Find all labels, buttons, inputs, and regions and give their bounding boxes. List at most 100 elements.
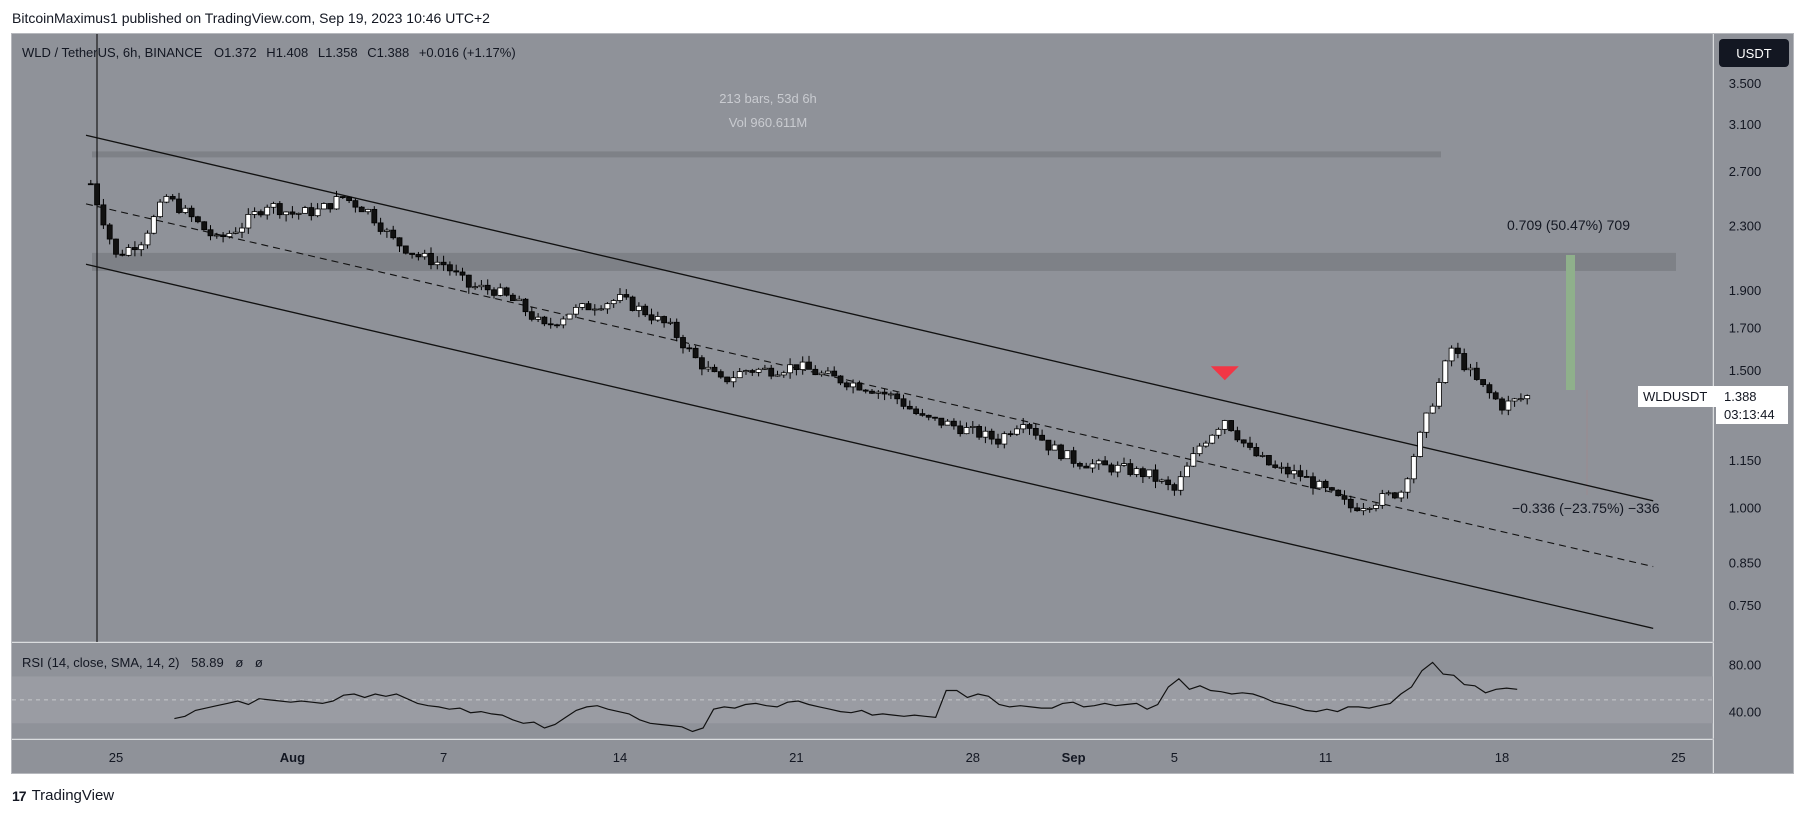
footer-brand: 17 TradingView bbox=[12, 787, 114, 804]
candle-down bbox=[1322, 480, 1329, 489]
candle-up bbox=[1524, 395, 1531, 400]
candle-down bbox=[528, 311, 535, 320]
candle-up bbox=[566, 313, 573, 320]
candle-up bbox=[667, 321, 674, 324]
candle-up bbox=[1511, 398, 1518, 402]
candle-up bbox=[497, 287, 504, 296]
candle-down bbox=[686, 347, 693, 350]
candle-up bbox=[239, 227, 245, 233]
candle-up bbox=[1114, 464, 1121, 473]
candle-down bbox=[995, 438, 1001, 445]
candle-down bbox=[661, 316, 667, 324]
candle-down bbox=[699, 357, 705, 370]
candle-down bbox=[1347, 498, 1354, 509]
candle-up bbox=[705, 366, 712, 370]
candle-down bbox=[1303, 476, 1310, 478]
price-tick-label: 3.500 bbox=[1729, 76, 1762, 91]
candle-down bbox=[358, 206, 365, 213]
close-label: C bbox=[367, 45, 376, 60]
candle-down bbox=[339, 196, 346, 198]
candle-down bbox=[837, 375, 844, 384]
rsi-tick-label: 40.00 bbox=[1729, 705, 1762, 720]
candle-down bbox=[1247, 442, 1253, 448]
candle-up bbox=[1177, 476, 1184, 491]
candle-down bbox=[1499, 398, 1505, 411]
candle-down bbox=[1341, 495, 1348, 500]
candle-down bbox=[346, 196, 353, 202]
candle-down bbox=[169, 196, 176, 200]
resistance-zone-lower bbox=[92, 252, 1676, 271]
candle-down bbox=[673, 321, 680, 338]
candle-down bbox=[276, 203, 283, 216]
candle-up bbox=[295, 212, 302, 215]
candle-up bbox=[1505, 400, 1512, 411]
candle-up bbox=[730, 377, 737, 383]
candle-down bbox=[957, 425, 964, 435]
candle-down bbox=[1473, 367, 1480, 380]
candle-down bbox=[459, 271, 466, 276]
candle-down bbox=[131, 247, 138, 251]
candle-up bbox=[1051, 444, 1058, 451]
candle-up bbox=[1518, 398, 1524, 401]
candle-up bbox=[1417, 431, 1423, 457]
low-value: 1.358 bbox=[325, 45, 358, 60]
candle-up bbox=[1448, 347, 1455, 362]
candle-up bbox=[1404, 478, 1411, 493]
candle-down bbox=[856, 382, 863, 391]
candle-down bbox=[925, 414, 932, 418]
candle-down bbox=[749, 370, 756, 373]
time-tick-label: 21 bbox=[789, 750, 803, 765]
channel-middle-line[interactable] bbox=[85, 203, 1654, 568]
candle-down bbox=[113, 238, 119, 255]
candle-down bbox=[648, 314, 655, 321]
currency-button[interactable] bbox=[1719, 39, 1789, 67]
candle-down bbox=[94, 183, 100, 206]
rsi-axis-ticks: 80.00 40.00 bbox=[1729, 658, 1762, 720]
candle-up bbox=[251, 211, 258, 215]
candle-down bbox=[1032, 427, 1039, 436]
candle-up bbox=[1121, 463, 1127, 466]
candle-down bbox=[207, 229, 214, 237]
candle-up bbox=[1196, 445, 1203, 455]
candle-down bbox=[793, 364, 800, 371]
candle-up bbox=[1385, 492, 1392, 495]
candle-up bbox=[478, 284, 485, 288]
candle-down bbox=[1228, 420, 1234, 432]
candle-down bbox=[1127, 463, 1134, 475]
candle-up bbox=[472, 286, 479, 289]
candle-down bbox=[1486, 384, 1493, 394]
candle-down bbox=[869, 390, 875, 394]
channel-upper-line[interactable] bbox=[85, 134, 1654, 502]
candle-up bbox=[434, 261, 441, 266]
candle-up bbox=[125, 247, 132, 256]
candle-down bbox=[913, 408, 919, 414]
candle-up bbox=[604, 303, 611, 310]
candle-up bbox=[383, 229, 390, 232]
candle-down bbox=[1234, 430, 1241, 441]
candle-up bbox=[1379, 493, 1386, 506]
rsi-title: RSI (14, close, SMA, 14, 2) 58.89 ø ø bbox=[22, 655, 263, 670]
price-tick-label: 1.000 bbox=[1729, 501, 1762, 516]
candle-down bbox=[717, 371, 724, 378]
candle-down bbox=[1284, 466, 1291, 475]
candle-up bbox=[636, 305, 642, 311]
candle-up bbox=[302, 207, 308, 214]
candle-down bbox=[1007, 433, 1014, 436]
channel-lower-line[interactable] bbox=[85, 263, 1654, 630]
price-tick-label: 2.300 bbox=[1729, 218, 1762, 233]
candle-down bbox=[390, 229, 397, 239]
candle-down bbox=[1492, 392, 1499, 400]
candle-down bbox=[806, 361, 812, 370]
candle-up bbox=[182, 207, 189, 213]
candle-down bbox=[484, 284, 491, 291]
time-axis-background bbox=[12, 740, 1713, 773]
candle-down bbox=[768, 367, 775, 377]
candle-down bbox=[1171, 484, 1178, 491]
candle-up bbox=[875, 391, 882, 394]
candle-up bbox=[799, 361, 806, 371]
candle-up bbox=[535, 316, 541, 320]
candle-up bbox=[573, 306, 579, 315]
candle-down bbox=[1266, 455, 1272, 466]
tradingview-logo-icon: 17 bbox=[12, 787, 27, 804]
